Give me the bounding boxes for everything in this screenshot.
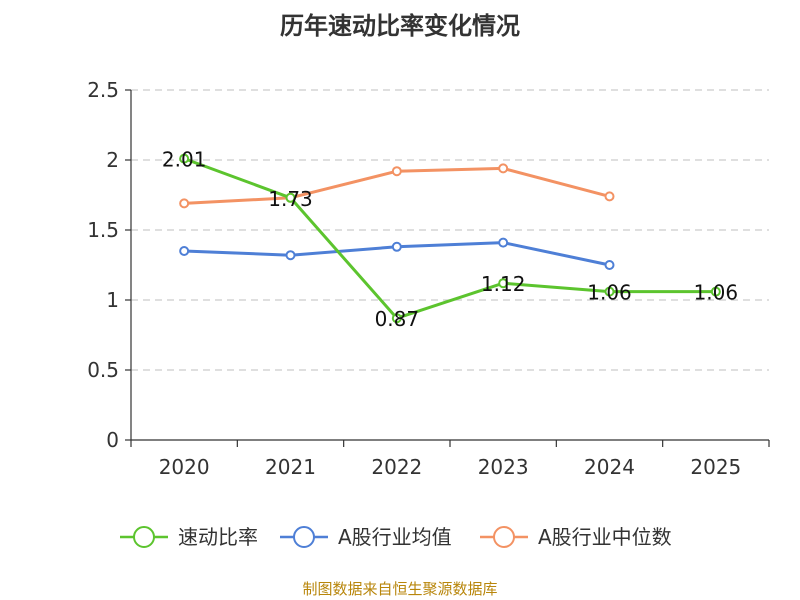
legend-marker — [493, 526, 515, 548]
x-tick-label: 2024 — [584, 455, 635, 479]
data-labels: 2.01 1.73 0.87 1.12 1.06 1.06 — [162, 148, 738, 332]
data-point — [391, 241, 402, 252]
legend: 速动比率 A股行业均值 A股行业中位数 — [120, 525, 672, 549]
data-point — [179, 246, 190, 256]
y-tick-label: 2 — [106, 148, 119, 172]
axes: 0 0.5 1 1.5 2 2.5 2020 2021 2022 2023 2024 2025 — [87, 78, 770, 479]
legend-label: 速动比率 — [178, 525, 258, 549]
y-tick-label: 2.5 — [87, 78, 119, 102]
data-point — [498, 237, 509, 248]
data-point — [285, 250, 296, 261]
legend-marker — [293, 526, 315, 548]
legend-label: A股行业中位数 — [538, 525, 672, 549]
x-tick-label: 2021 — [265, 455, 316, 479]
series-line — [183, 157, 716, 320]
data-point — [179, 198, 190, 209]
series-layer — [179, 153, 721, 324]
x-tick-label: 2023 — [478, 455, 529, 479]
source-note: 制图数据来自恒生聚源数据库 — [302, 580, 498, 598]
chart-title: 历年速动比率变化情况 — [280, 12, 520, 40]
data-point — [604, 191, 615, 202]
data-label: 0.87 — [375, 307, 420, 331]
data-point — [179, 153, 190, 164]
legend-marker — [133, 526, 155, 548]
data-point — [391, 166, 402, 177]
y-tick-label: 1 — [106, 288, 119, 312]
data-label: 1.06 — [587, 281, 632, 305]
data-point — [285, 192, 296, 203]
data-point — [604, 286, 615, 297]
data-point — [498, 163, 509, 174]
data-label: 1.73 — [268, 187, 313, 211]
data-label: 2.01 — [162, 148, 207, 172]
data-point — [710, 286, 721, 297]
legend-label: A股行业均值 — [338, 525, 452, 549]
x-tick-label: 2022 — [371, 455, 422, 479]
y-tick-label: 0.5 — [87, 358, 119, 382]
legend-item[interactable]: 速动比率 — [120, 525, 258, 549]
data-point — [604, 260, 615, 270]
x-tick-label: 2020 — [159, 455, 210, 479]
legend-item[interactable]: A股行业中位数 — [480, 525, 672, 549]
y-tick-label: 0 — [106, 428, 119, 452]
legend-item[interactable]: A股行业均值 — [280, 525, 452, 549]
data-point — [498, 278, 509, 289]
y-tick-label: 1.5 — [87, 218, 119, 242]
data-label: 1.06 — [694, 281, 739, 305]
data-point — [391, 313, 402, 324]
x-tick-label: 2025 — [690, 455, 741, 479]
grid-lines — [131, 89, 769, 371]
data-label: 1.12 — [481, 272, 526, 296]
